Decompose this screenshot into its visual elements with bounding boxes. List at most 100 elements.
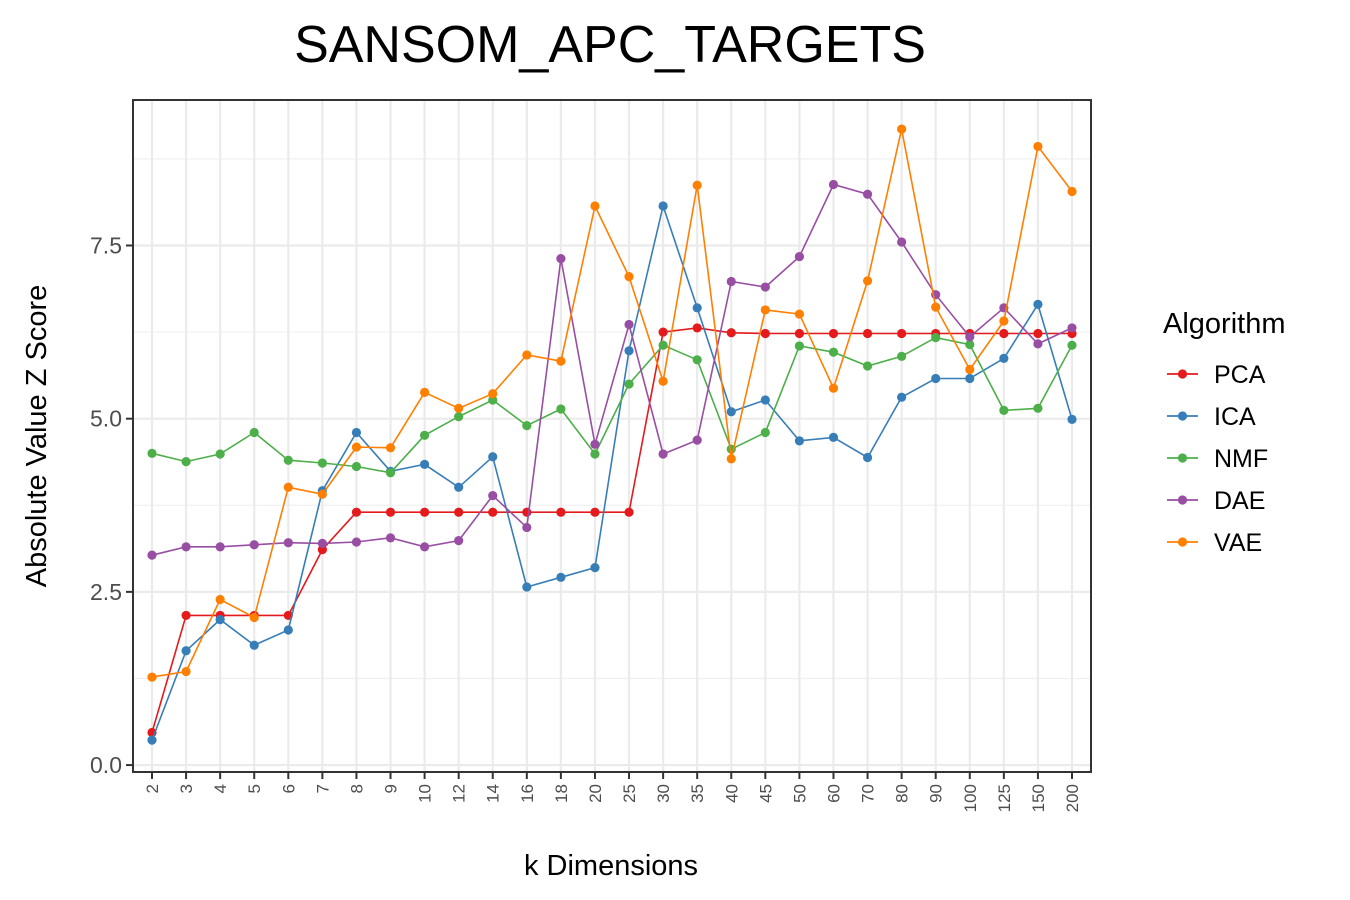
x-tick-label: 18 [552, 784, 571, 803]
data-point-ica [658, 201, 668, 211]
data-point-vae [1033, 141, 1043, 152]
series-line-ica [151, 203, 1073, 741]
data-point-vae [897, 124, 907, 134]
data-point-pca [862, 328, 873, 339]
data-point-nmf [931, 333, 941, 343]
series-line-dae [151, 183, 1073, 556]
legend-label: ICA [1214, 403, 1256, 431]
data-point-dae [249, 540, 259, 550]
legend-key-point [1177, 369, 1188, 379]
x-tick-label: 125 [995, 784, 1014, 812]
data-point-nmf [215, 449, 225, 459]
data-point-nmf [760, 427, 770, 438]
legend-key-point [1177, 411, 1188, 421]
y-axis-title: Absolute Value Z Score [21, 285, 53, 588]
data-point-dae [658, 449, 668, 459]
data-point-vae [658, 376, 668, 386]
data-point-ica [1067, 414, 1077, 424]
series-vae [147, 124, 1077, 682]
data-point-dae [385, 533, 396, 543]
data-point-ica [828, 432, 839, 442]
data-point-dae [351, 537, 362, 547]
x-tick-label: 150 [1029, 784, 1048, 812]
legend-label: NMF [1214, 445, 1268, 473]
data-point-nmf [965, 339, 975, 350]
data-point-ica [862, 452, 873, 463]
data-point-vae [454, 403, 464, 413]
data-point-nmf [794, 341, 805, 351]
data-point-vae [965, 364, 975, 375]
data-point-vae [624, 272, 634, 282]
x-tick-label: 30 [654, 784, 673, 803]
data-point-vae [590, 201, 600, 211]
data-point-vae [522, 350, 532, 360]
series-nmf [147, 333, 1077, 478]
data-point-ica [965, 373, 975, 384]
data-point-nmf [351, 461, 362, 472]
x-tick-label: 7 [313, 784, 332, 793]
y-tick-label: 0.0 [90, 752, 122, 778]
data-point-dae [522, 522, 532, 533]
data-point-dae [147, 550, 157, 560]
data-point-pca [522, 507, 532, 517]
y-tick-label: 5.0 [90, 406, 122, 432]
data-point-nmf [283, 455, 293, 465]
series-line-nmf [151, 336, 1073, 474]
data-point-pca [419, 507, 430, 517]
data-point-vae [181, 666, 191, 677]
data-point-nmf [147, 448, 157, 458]
x-tick-label: 80 [893, 784, 912, 803]
data-point-nmf [1033, 403, 1043, 413]
x-tick-label: 14 [484, 784, 503, 803]
legend-item-pca: PCA [1167, 361, 1266, 389]
data-point-nmf [862, 361, 873, 371]
data-point-vae [215, 594, 225, 605]
data-point-vae [317, 489, 327, 499]
data-point-ica [351, 427, 362, 438]
series-pca [147, 323, 1077, 738]
x-tick-label: 6 [279, 784, 298, 793]
data-point-ica [249, 640, 259, 650]
legend-key-point [1177, 495, 1188, 505]
x-tick-label: 25 [620, 784, 639, 803]
x-tick-label: 45 [756, 784, 775, 803]
data-point-dae [760, 282, 770, 292]
data-point-pca [181, 610, 191, 621]
data-point-pca [1033, 328, 1043, 339]
series-dae [147, 179, 1077, 560]
x-tick-label: 12 [450, 784, 469, 803]
data-point-dae [590, 439, 600, 449]
plot-panel-border [132, 99, 1092, 773]
data-point-ica [999, 353, 1009, 364]
data-point-ica [692, 303, 702, 313]
data-point-vae [488, 389, 498, 399]
data-point-nmf [692, 355, 702, 365]
data-point-nmf [828, 347, 839, 357]
data-point-dae [624, 319, 634, 330]
legend-key-point [1177, 537, 1188, 547]
data-point-dae [862, 189, 873, 199]
data-point-vae [726, 454, 736, 464]
data-point-ica [624, 346, 634, 356]
data-point-nmf [317, 458, 327, 468]
data-point-dae [283, 538, 293, 548]
data-point-ica [419, 459, 430, 470]
data-point-dae [317, 538, 327, 548]
x-tick-label: 90 [927, 784, 946, 803]
series-line-pca [151, 327, 1072, 733]
data-point-ica [556, 572, 566, 582]
data-point-vae [999, 316, 1009, 326]
data-point-dae [692, 435, 702, 445]
data-point-pca [590, 507, 600, 517]
data-point-dae [726, 276, 736, 287]
data-point-ica [147, 735, 157, 745]
data-point-ica [590, 563, 600, 573]
x-tick-label: 16 [518, 784, 537, 803]
data-point-vae [351, 442, 362, 452]
legend-item-nmf: NMF [1167, 445, 1268, 473]
data-point-vae [419, 387, 430, 397]
data-point-vae [1067, 186, 1077, 197]
x-tick-label: 100 [961, 784, 980, 812]
